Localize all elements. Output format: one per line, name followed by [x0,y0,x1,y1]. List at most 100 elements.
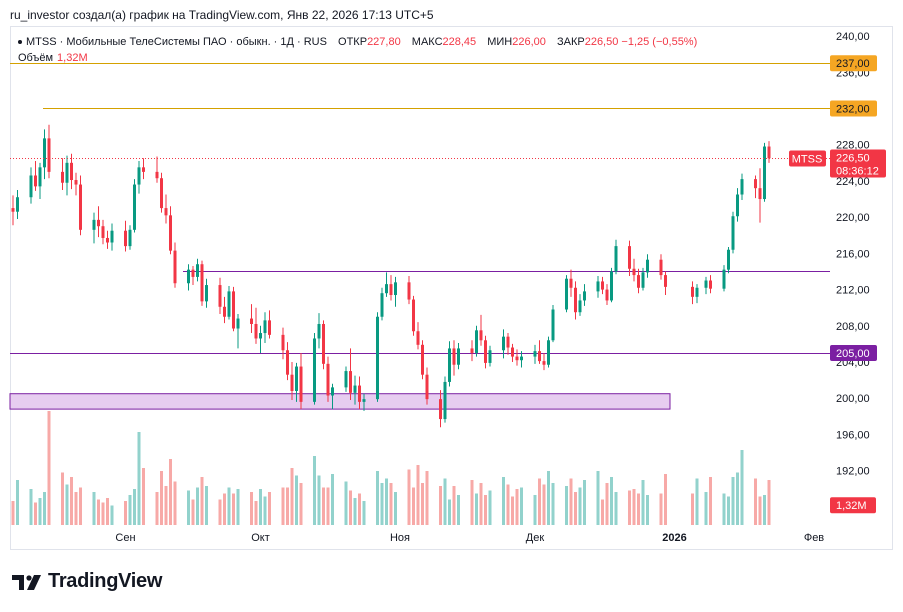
candle [331,387,334,396]
volume-bar [551,483,555,525]
level-price-badge [830,55,877,72]
candle [232,291,235,329]
candle [511,347,514,357]
candle [376,316,379,400]
candle [709,280,712,289]
chart-frame [10,26,893,550]
candle [263,320,267,334]
volume-bar [191,499,195,525]
candle [569,278,573,288]
volume-bar [322,487,325,525]
y-tick-label: 240,00 [836,31,870,43]
candle [421,344,424,375]
candle [542,361,546,365]
candle [169,215,172,251]
volume-bar [740,450,744,525]
high-label: МАКС [411,36,443,48]
volume-bar [38,498,42,525]
volume-bar [547,471,550,525]
candle [65,162,69,183]
volume-bar [173,481,177,525]
volume-bar [659,493,663,525]
candle [34,175,37,187]
y-tick-label: 216,00 [836,248,870,260]
candle [142,167,145,172]
symbol-tag [789,150,826,167]
candle [236,318,240,329]
candle [479,330,483,341]
volume-bar [416,465,420,525]
candle [11,208,15,212]
candle [362,399,366,402]
volume-bar [65,484,69,525]
level-price-text: 237,00 [836,58,870,70]
volume-bar [601,499,604,525]
candle [155,171,159,179]
volume-bar [110,505,114,525]
low-label: МИН [487,36,513,48]
candle [137,167,141,185]
y-tick-label: 200,00 [836,393,870,405]
candle [664,275,667,287]
volume-bar [542,484,546,525]
volume-badge [830,497,876,514]
volume-bar [506,484,510,525]
candle [164,208,168,216]
low-value: 226,00 [512,36,546,48]
candle [349,371,352,393]
volume-bar [380,483,384,525]
volume-bar [614,492,618,525]
tradingview-brand[interactable]: TradingView [12,570,162,593]
candle [250,318,253,324]
volume-bar [758,496,762,525]
countdown-text: 08:36:12 [836,166,879,178]
volume-bar [664,474,667,525]
candle [614,246,618,272]
volume-bar [637,493,640,525]
candle [97,219,100,227]
volume-bar [425,471,429,525]
candle [475,330,478,353]
candle [628,246,631,269]
candle [596,281,600,292]
close-value: 226,50 [584,36,619,48]
volume-bar [97,499,100,525]
volume-bar [502,477,505,525]
x-tick-label: Дек [526,532,545,544]
candle [394,282,397,296]
symbol-description: MTSS · Мобильные ТелеСистемы ПАО · обыкн… [26,36,327,48]
candle [551,309,555,341]
candle [601,281,604,290]
volume-bar [313,456,316,525]
candle [506,336,510,348]
candle [515,356,519,361]
candle [722,269,726,289]
high-value: 228,45 [442,36,477,48]
candle [187,269,190,284]
level-price-badge [830,100,877,117]
volume-value: 1,32M [57,52,88,64]
candle [326,363,330,396]
volume-bar [394,492,397,525]
volume-bar [92,492,96,525]
volume-bar [317,475,321,525]
y-tick-label: 192,00 [836,466,870,478]
volume-bar [164,486,168,525]
candle [767,146,771,159]
volume-bar [47,411,51,525]
candle [758,188,762,200]
candle [317,323,321,339]
volume-bar [565,486,568,525]
candle [223,306,226,317]
volume-bar [290,468,294,525]
candle [227,291,231,317]
candle [160,178,163,209]
volume-bar [299,483,303,525]
candle [191,269,195,277]
volume-bar [232,493,235,525]
volume-bar [169,459,172,525]
candle [286,350,289,375]
x-tick-label: Ноя [390,532,410,544]
candle [457,348,460,365]
